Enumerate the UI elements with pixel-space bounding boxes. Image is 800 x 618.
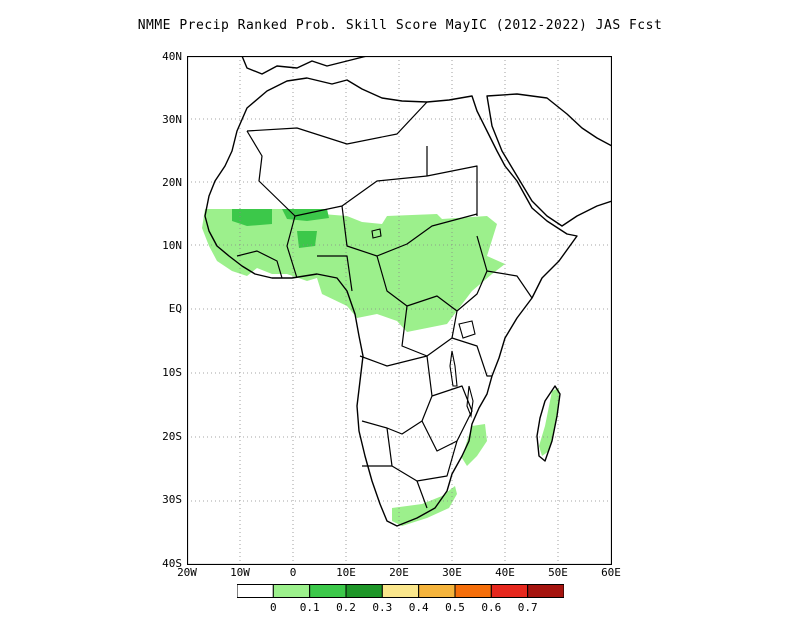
europe-coastline [241, 56, 368, 75]
country-borders [236, 101, 533, 509]
map-frame [187, 56, 612, 565]
lake-victoria [458, 320, 476, 339]
colorbar-label-5: 0.5 [445, 601, 465, 614]
lat-label-10n: 10N [162, 239, 182, 252]
colorbar-swatch-2 [309, 584, 347, 598]
colorbar-swatch-4 [381, 584, 420, 598]
colorbar-label-4: 0.4 [408, 601, 429, 614]
skill-region-mozambique [462, 424, 487, 466]
lat-label-30n: 30N [162, 113, 182, 126]
skill-region-madagascar [539, 388, 559, 456]
colorbar-swatch-7 [490, 584, 529, 598]
lake-tanganyika [449, 350, 458, 387]
lat-label-eq: EQ [168, 302, 182, 315]
map-plot [187, 56, 612, 565]
colorbar-label-7: 0.7 [517, 601, 538, 614]
colorbar-swatch-3 [345, 584, 383, 598]
lake-chad [371, 228, 382, 239]
lon-label-10e: 10E [336, 566, 356, 579]
gridlines [187, 56, 612, 565]
lon-label-0: 0 [289, 566, 297, 579]
lakes [371, 228, 476, 419]
coastlines [204, 56, 612, 527]
lat-label-20n: 20N [162, 176, 182, 189]
lon-label-10w: 10W [230, 566, 250, 579]
colorbar-label-1: 0.1 [299, 601, 320, 614]
lon-label-60e: 60E [601, 566, 621, 579]
chart-title: NMME Precip Ranked Prob. Skill Score May… [137, 18, 663, 33]
lat-label-40n: 40N [162, 50, 182, 63]
colorbar-label-2: 0.2 [336, 601, 356, 614]
skill-patch-2 [282, 209, 329, 221]
lat-label-20s: 20S [162, 430, 182, 443]
colorbar [237, 584, 564, 598]
colorbar-swatch-1 [272, 584, 311, 598]
lon-label-50e: 50E [548, 566, 568, 579]
colorbar-label-3: 0.3 [372, 601, 393, 614]
skill-region-south-africa [392, 486, 457, 526]
colorbar-swatch-5 [418, 584, 456, 598]
colorbar-swatch-8 [527, 584, 564, 598]
skill-shading-medium [232, 209, 329, 248]
skill-patch-3 [297, 231, 317, 248]
lat-label-10s: 10S [162, 366, 182, 379]
africa-coastline [204, 77, 578, 527]
skill-patch-1 [232, 209, 272, 226]
lon-label-40e: 40E [495, 566, 515, 579]
colorbar-label-0: 0 [270, 601, 277, 614]
lon-label-30e: 30E [442, 566, 462, 579]
lon-label-20w: 20W [177, 566, 197, 579]
lat-label-40s: 40S [162, 557, 182, 570]
colorbar-swatch-0 [237, 584, 274, 598]
lake-malawi [466, 385, 474, 419]
arabia-coastline [486, 93, 612, 227]
skill-shading [202, 209, 559, 526]
lat-label-30s: 30S [162, 493, 182, 506]
lon-label-20e: 20E [389, 566, 409, 579]
madagascar-coastline [536, 385, 561, 462]
colorbar-label-6: 0.6 [481, 601, 502, 614]
skill-region-sahel [202, 209, 505, 332]
colorbar-swatch-6 [454, 584, 492, 598]
